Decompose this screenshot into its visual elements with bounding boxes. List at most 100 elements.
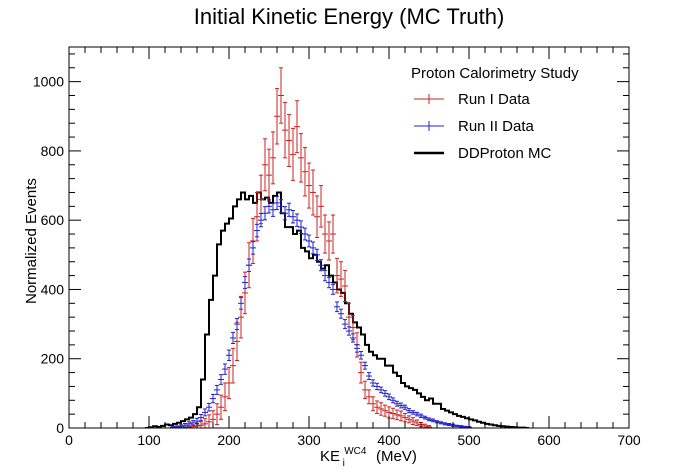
data-point bbox=[250, 217, 256, 264]
legend-label: Run I Data bbox=[458, 91, 530, 108]
data-point bbox=[382, 404, 388, 417]
data-point bbox=[378, 402, 384, 416]
data-point bbox=[222, 363, 228, 375]
data-point bbox=[366, 372, 372, 381]
data-point bbox=[270, 131, 276, 185]
data-point bbox=[202, 418, 208, 428]
data-point bbox=[306, 234, 312, 248]
legend-label: Run II Data bbox=[458, 118, 535, 135]
x-axis: 0 100 200 300 400 500 600 700 bbox=[65, 47, 641, 448]
data-point bbox=[318, 259, 324, 272]
legend-label: DDProton MC bbox=[458, 145, 552, 162]
x-tick-label: 300 bbox=[297, 432, 321, 448]
data-point bbox=[394, 400, 400, 407]
data-point bbox=[390, 397, 396, 404]
data-point bbox=[198, 413, 204, 422]
legend-entry: Run II Data bbox=[414, 118, 535, 135]
data-point bbox=[378, 386, 384, 394]
data-point bbox=[314, 195, 320, 238]
data-point bbox=[338, 308, 344, 319]
series-run-ii-data bbox=[170, 195, 472, 428]
data-point bbox=[358, 350, 364, 360]
data-point bbox=[338, 261, 344, 297]
x-axis-label-sub: i bbox=[343, 458, 345, 469]
y-axis: 0 200 400 600 800 1000 bbox=[33, 53, 629, 436]
data-point bbox=[214, 384, 220, 395]
data-point bbox=[358, 361, 364, 384]
data-point bbox=[394, 409, 400, 421]
data-point bbox=[354, 344, 360, 353]
data-point bbox=[218, 394, 224, 420]
data-point bbox=[282, 101, 288, 159]
legend-title: Proton Calorimetry Study bbox=[411, 65, 579, 82]
data-point bbox=[322, 214, 328, 254]
x-axis-label-sup: WC4 bbox=[344, 446, 367, 457]
mc-step-line bbox=[145, 191, 529, 428]
data-point bbox=[386, 393, 392, 401]
x-axis-label-main: KE bbox=[320, 448, 340, 465]
y-tick-label: 400 bbox=[41, 281, 65, 297]
y-tick-label: 0 bbox=[56, 420, 64, 436]
data-point bbox=[430, 418, 436, 423]
data-point bbox=[310, 241, 316, 255]
data-point bbox=[330, 284, 336, 295]
legend-entry: DDProton MC bbox=[414, 145, 552, 162]
x-tick-label: 400 bbox=[377, 432, 401, 448]
data-point bbox=[290, 127, 296, 181]
data-point bbox=[230, 331, 236, 344]
data-point bbox=[350, 333, 356, 343]
y-tick-label: 600 bbox=[41, 212, 65, 228]
data-point bbox=[246, 258, 252, 272]
data-point bbox=[298, 133, 304, 183]
data-point bbox=[262, 138, 268, 192]
x-tick-label: 600 bbox=[537, 432, 561, 448]
data-point bbox=[222, 382, 228, 412]
data-point bbox=[238, 296, 244, 310]
x-tick-label: 500 bbox=[457, 432, 481, 448]
data-point bbox=[326, 276, 332, 289]
data-point bbox=[210, 393, 216, 404]
data-point bbox=[206, 414, 212, 428]
data-point bbox=[278, 67, 284, 124]
data-point bbox=[414, 419, 420, 427]
data-point bbox=[342, 269, 348, 303]
data-point bbox=[398, 402, 404, 409]
data-point bbox=[286, 202, 292, 217]
data-point bbox=[322, 269, 328, 282]
data-point bbox=[186, 421, 192, 427]
data-point bbox=[370, 396, 376, 412]
plot-frame bbox=[68, 46, 630, 429]
x-tick-label: 700 bbox=[617, 432, 641, 448]
data-point bbox=[398, 410, 404, 422]
data-point bbox=[402, 412, 408, 423]
data-point bbox=[290, 209, 296, 224]
chart-title: Initial Kinetic Energy (MC Truth) bbox=[194, 4, 505, 29]
data-point bbox=[374, 382, 380, 391]
data-point bbox=[218, 374, 224, 385]
data-point bbox=[286, 114, 292, 167]
data-point bbox=[382, 390, 388, 397]
data-point bbox=[254, 223, 260, 238]
data-point bbox=[190, 419, 196, 426]
x-axis-label: KE WC4 i (MeV) bbox=[320, 441, 417, 470]
data-point bbox=[318, 185, 324, 228]
x-tick-label: 100 bbox=[137, 432, 161, 448]
data-point bbox=[326, 221, 332, 261]
data-point bbox=[242, 276, 248, 289]
data-point bbox=[346, 326, 352, 336]
series-run-i-data bbox=[186, 67, 432, 428]
data-point bbox=[314, 248, 320, 261]
legend: Proton Calorimetry Study Run I Data Run II… bbox=[411, 65, 579, 162]
x-tick-label: 0 bbox=[65, 432, 73, 448]
y-tick-label: 800 bbox=[41, 143, 65, 159]
data-point bbox=[302, 146, 308, 197]
data-point bbox=[302, 227, 308, 241]
data-point bbox=[266, 199, 272, 214]
data-point bbox=[402, 404, 408, 410]
data-point bbox=[298, 220, 304, 234]
data-point bbox=[294, 100, 300, 154]
x-axis-label-unit: (MeV) bbox=[376, 448, 417, 465]
y-axis-label: Normalized Events bbox=[23, 178, 40, 304]
y-tick-label: 1000 bbox=[33, 74, 64, 90]
